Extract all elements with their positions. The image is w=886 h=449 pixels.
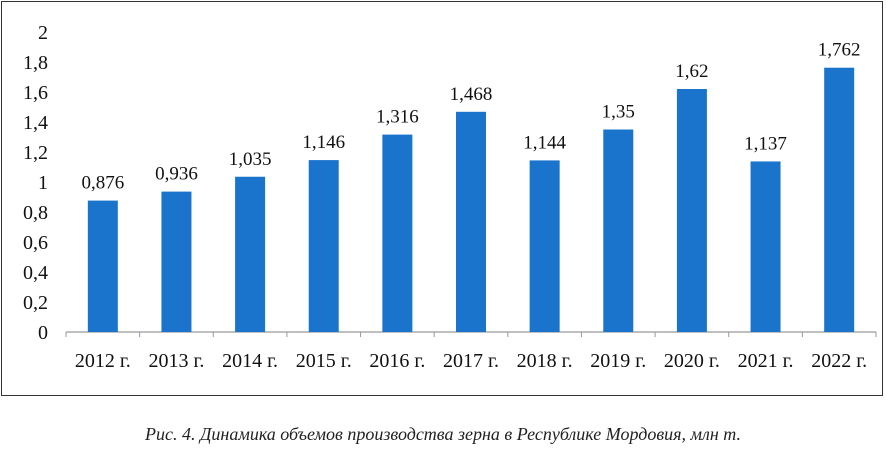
y-tick-label: 0,2 [23, 292, 48, 314]
data-label: 0,936 [155, 164, 198, 185]
data-label: 1,762 [818, 40, 861, 61]
x-tick-label: 2020 г. [664, 350, 720, 372]
x-tick-label: 2015 г. [296, 350, 352, 372]
y-tick-label: 1,6 [23, 82, 48, 104]
bar-chart: 0 0,2 0,4 0,6 0,8 1 1,2 1,4 1,6 1,8 2 0,876 2012 г. 0… [23, 22, 877, 372]
x-tick-label: 2013 г. [148, 350, 204, 372]
data-label: 1,35 [602, 102, 635, 123]
bar [161, 191, 192, 332]
y-tick-label: 1,2 [23, 142, 48, 164]
y-tick-label: 0,8 [23, 202, 48, 224]
x-tick-label: 2017 г. [443, 350, 499, 372]
bar [382, 134, 413, 332]
bar [235, 176, 266, 332]
x-tick-label: 2018 г. [517, 350, 573, 372]
bar [824, 67, 855, 332]
x-tick-label: 2022 г. [811, 350, 867, 372]
bar [676, 89, 707, 332]
x-tick-label: 2021 г. [738, 350, 794, 372]
chart-frame [1, 1, 883, 396]
x-tick-label: 2019 г. [590, 350, 646, 372]
y-tick-label: 1,8 [23, 52, 48, 74]
x-tick-label: 2016 г. [369, 350, 425, 372]
y-tick-label: 0,6 [23, 232, 48, 254]
bar [750, 161, 781, 332]
y-tick-label: 2 [38, 22, 48, 44]
y-tick-label: 1 [38, 172, 48, 194]
data-label: 0,876 [81, 173, 124, 194]
data-label: 1,137 [744, 133, 787, 154]
y-tick-label: 1,4 [23, 112, 48, 134]
bar [308, 160, 339, 332]
data-label: 1,316 [376, 107, 419, 128]
bar [603, 129, 634, 332]
y-tick-label: 0 [38, 322, 48, 344]
x-tick-label: 2012 г. [75, 350, 131, 372]
data-label: 1,468 [450, 84, 493, 105]
bar [87, 200, 118, 332]
bar [456, 111, 486, 332]
data-label: 1,144 [523, 132, 566, 153]
x-tick-label: 2014 г. [222, 350, 278, 372]
y-tick-label: 0,4 [23, 262, 48, 284]
bar [529, 160, 560, 332]
data-label: 1,146 [302, 132, 345, 153]
data-label: 1,035 [229, 149, 272, 170]
figure-caption: Рис. 4. Динамика объемов производства зе… [144, 424, 742, 444]
data-label: 1,62 [675, 61, 708, 82]
